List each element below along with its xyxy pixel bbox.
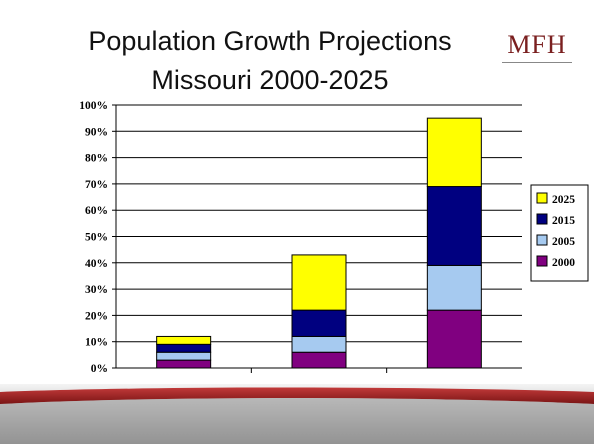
bar-segment-2000 [426, 309, 482, 369]
bar-segment-2000 [156, 359, 212, 369]
title-line-2: Missouri 2000-2025 [151, 65, 389, 95]
y-tick-label: 60% [85, 205, 108, 217]
y-tick-label: 80% [85, 153, 108, 165]
y-tick-label: 40% [85, 258, 108, 270]
y-tick-label: 100% [79, 100, 108, 112]
bar-segment-2005 [156, 351, 212, 361]
title-line-1: Population Growth Projections [88, 26, 452, 56]
legend-label-2005: 2005 [552, 236, 575, 248]
mfh-logo: MFH [498, 30, 576, 72]
bar-segment-2005 [291, 335, 347, 353]
footer-swoosh [0, 384, 594, 444]
y-tick-label: 20% [85, 310, 108, 322]
slide-title: Population Growth Projections Missouri 2… [40, 22, 500, 100]
legend-swatch-2000 [536, 255, 548, 267]
y-tick-label: 0% [91, 363, 108, 375]
legend-swatch-2025 [536, 192, 548, 204]
legend-label-2025: 2025 [552, 194, 575, 206]
bar-segment-2025 [291, 254, 347, 311]
y-tick-label: 10% [85, 337, 108, 349]
legend-label-2015: 2015 [552, 215, 575, 227]
legend-swatch-2015 [536, 213, 548, 225]
bar-segment-2015 [426, 186, 482, 266]
logo-tagline-graphic [502, 62, 572, 63]
y-tick-label: 50% [85, 232, 108, 244]
bar-segment-2005 [426, 264, 482, 311]
y-tick-label: 30% [85, 284, 108, 296]
bar-segment-2025 [426, 117, 482, 188]
logo-wordmark: MFH [507, 30, 567, 59]
legend-swatch-2005 [536, 234, 548, 246]
bar-segment-2015 [156, 343, 212, 353]
bar-segment-2000 [291, 351, 347, 369]
legend-label-2000: 2000 [552, 257, 575, 269]
bar-segment-2015 [291, 309, 347, 337]
bar-segment-2025 [156, 335, 212, 345]
y-tick-label: 90% [85, 126, 108, 138]
y-tick-label: 70% [85, 179, 108, 191]
